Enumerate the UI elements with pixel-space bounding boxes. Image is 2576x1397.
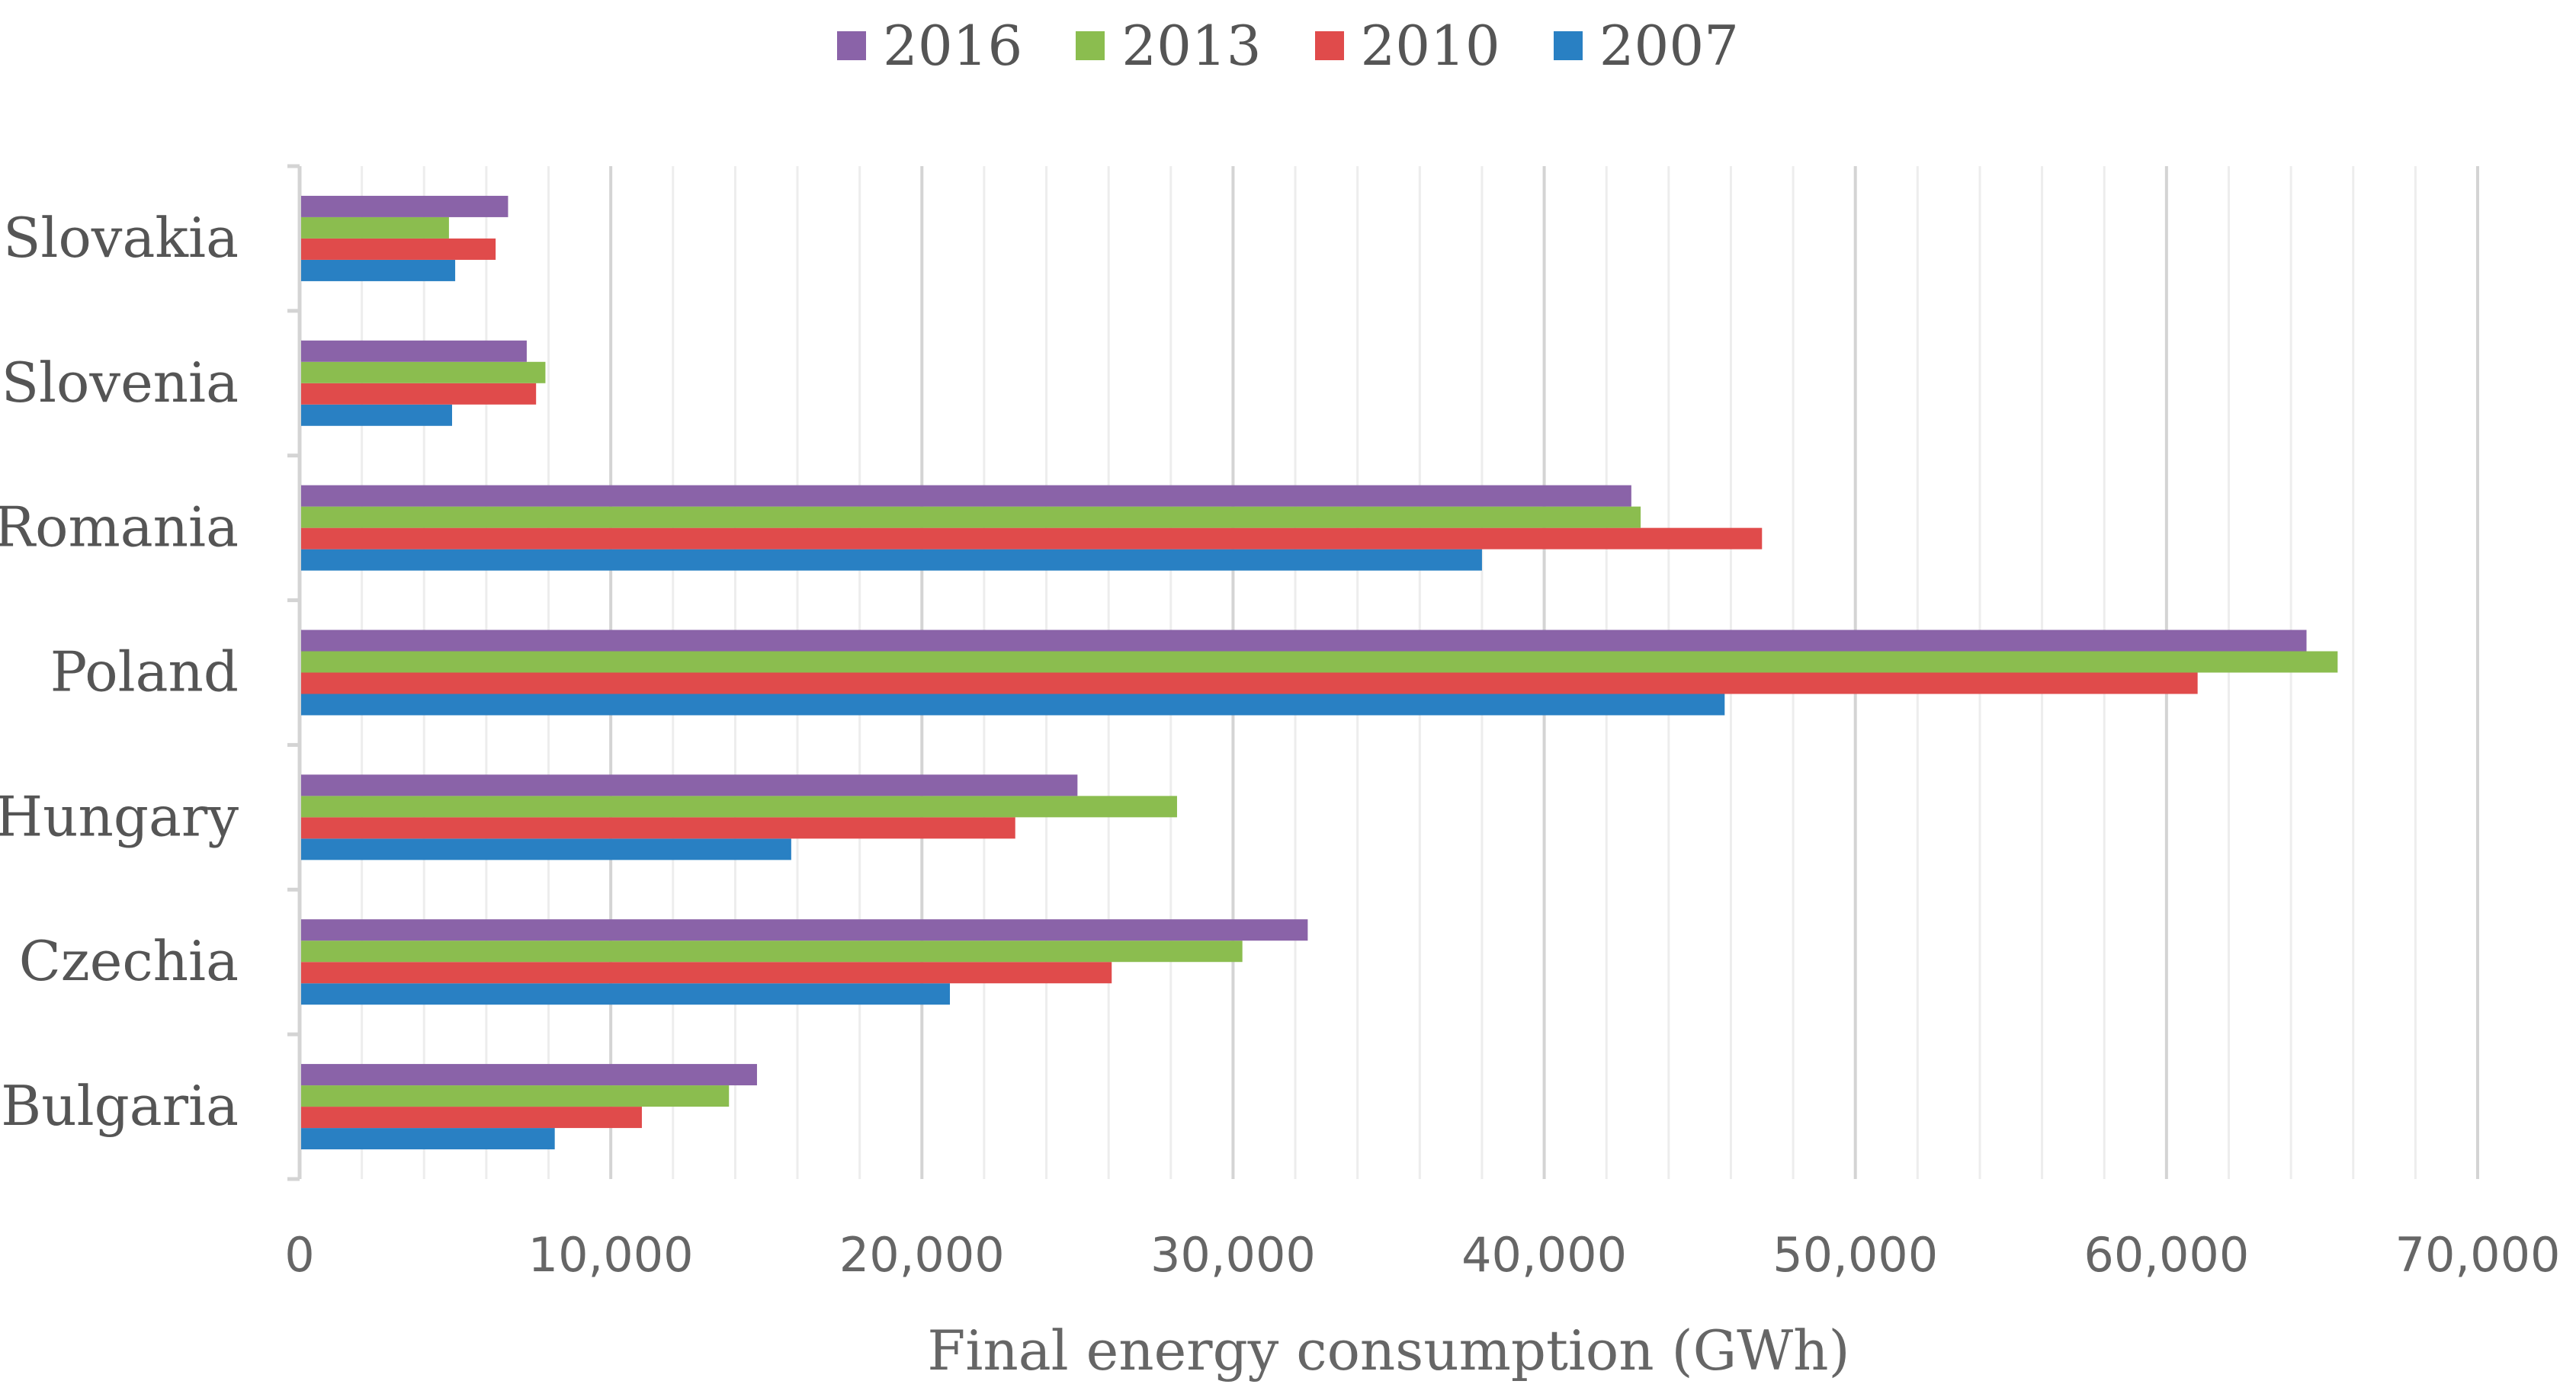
bar-poland-2013 [301, 651, 2338, 673]
legend-label-2007: 2007 [1599, 14, 1739, 78]
legend-label-2013: 2013 [1121, 14, 1262, 78]
chart-legend: 2016 2013 2010 2007 [0, 8, 2576, 84]
bar-hungary-2010 [301, 817, 1015, 839]
bar-romania-2010 [301, 527, 1763, 550]
category-label-slovenia: Slovenia [2, 351, 239, 415]
bar-czechia-2013 [301, 940, 1243, 963]
bar-czechia-2007 [301, 983, 951, 1005]
bar-romania-2016 [301, 485, 1631, 507]
legend-label-2010: 2010 [1360, 14, 1500, 78]
bar-hungary-2013 [301, 796, 1177, 818]
x-tick-label: 0 [284, 1227, 314, 1283]
legend-swatch-2016 [837, 31, 867, 60]
bar-slovenia-2016 [301, 340, 527, 362]
bar-romania-2013 [301, 506, 1641, 528]
bar-czechia-2010 [301, 962, 1112, 984]
bar-slovakia-2013 [301, 216, 449, 239]
legend-item-2013: 2013 [1076, 14, 1262, 78]
legend-label-2016: 2016 [883, 14, 1023, 78]
bar-slovakia-2016 [301, 195, 508, 217]
legend-swatch-2010 [1314, 31, 1344, 60]
bar-bulgaria-2010 [301, 1107, 642, 1129]
legend-item-2010: 2010 [1314, 14, 1500, 78]
bar-slovenia-2010 [301, 383, 537, 405]
x-tick-label: 60,000 [2084, 1227, 2249, 1283]
bar-poland-2010 [301, 672, 2198, 694]
bar-poland-2007 [301, 694, 1725, 716]
category-label-czechia: Czechia [19, 929, 239, 993]
category-label-poland: Poland [50, 640, 239, 704]
legend-swatch-2013 [1076, 31, 1105, 60]
category-label-hungary: Hungary [0, 784, 239, 848]
x-tick-label: 40,000 [1461, 1227, 1627, 1283]
bar-hungary-2007 [301, 838, 791, 860]
bar-hungary-2016 [301, 774, 1078, 796]
bar-slovenia-2007 [301, 404, 452, 426]
bar-romania-2007 [301, 549, 1482, 571]
x-tick-label: 50,000 [1772, 1227, 1938, 1283]
bar-poland-2016 [301, 630, 2307, 652]
legend-item-2016: 2016 [837, 14, 1022, 78]
bar-slovakia-2010 [301, 238, 496, 260]
x-tick-label: 70,000 [2395, 1227, 2561, 1283]
bar-czechia-2016 [301, 919, 1308, 941]
bar-bulgaria-2013 [301, 1085, 730, 1107]
legend-item-2007: 2007 [1553, 14, 1739, 78]
legend-swatch-2007 [1553, 31, 1583, 60]
category-label-bulgaria: Bulgaria [1, 1074, 239, 1138]
x-tick-label: 10,000 [528, 1227, 694, 1283]
bar-slovenia-2013 [301, 361, 546, 383]
category-label-slovakia: Slovakia [3, 206, 239, 270]
x-tick-label: 30,000 [1150, 1227, 1316, 1283]
bar-bulgaria-2016 [301, 1064, 757, 1086]
bar-bulgaria-2007 [301, 1128, 555, 1150]
x-axis-title: Final energy consumption (GWh) [927, 1318, 1849, 1383]
bar-slovakia-2007 [301, 259, 456, 281]
category-label-romania: Romania [0, 495, 239, 559]
x-tick-label: 20,000 [839, 1227, 1005, 1283]
